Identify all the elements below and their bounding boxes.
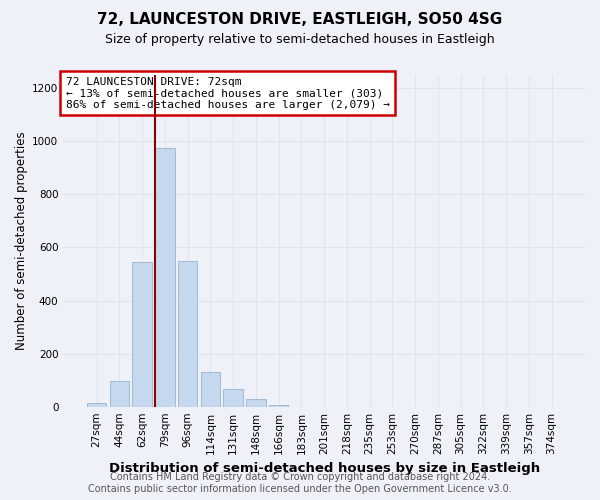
Bar bbox=[155, 148, 175, 406]
Bar bbox=[87, 402, 106, 406]
Text: 72, LAUNCESTON DRIVE, EASTLEIGH, SO50 4SG: 72, LAUNCESTON DRIVE, EASTLEIGH, SO50 4S… bbox=[97, 12, 503, 28]
Bar bbox=[178, 260, 197, 406]
Text: Size of property relative to semi-detached houses in Eastleigh: Size of property relative to semi-detach… bbox=[105, 32, 495, 46]
Text: Contains HM Land Registry data © Crown copyright and database right 2024.
Contai: Contains HM Land Registry data © Crown c… bbox=[88, 472, 512, 494]
Bar bbox=[201, 372, 220, 406]
X-axis label: Distribution of semi-detached houses by size in Eastleigh: Distribution of semi-detached houses by … bbox=[109, 462, 540, 475]
Text: 72 LAUNCESTON DRIVE: 72sqm
← 13% of semi-detached houses are smaller (303)
86% o: 72 LAUNCESTON DRIVE: 72sqm ← 13% of semi… bbox=[66, 76, 390, 110]
Bar bbox=[110, 382, 129, 406]
Bar bbox=[246, 398, 266, 406]
Bar bbox=[223, 390, 243, 406]
Bar bbox=[133, 262, 152, 406]
Bar bbox=[269, 404, 289, 406]
Y-axis label: Number of semi-detached properties: Number of semi-detached properties bbox=[15, 132, 28, 350]
